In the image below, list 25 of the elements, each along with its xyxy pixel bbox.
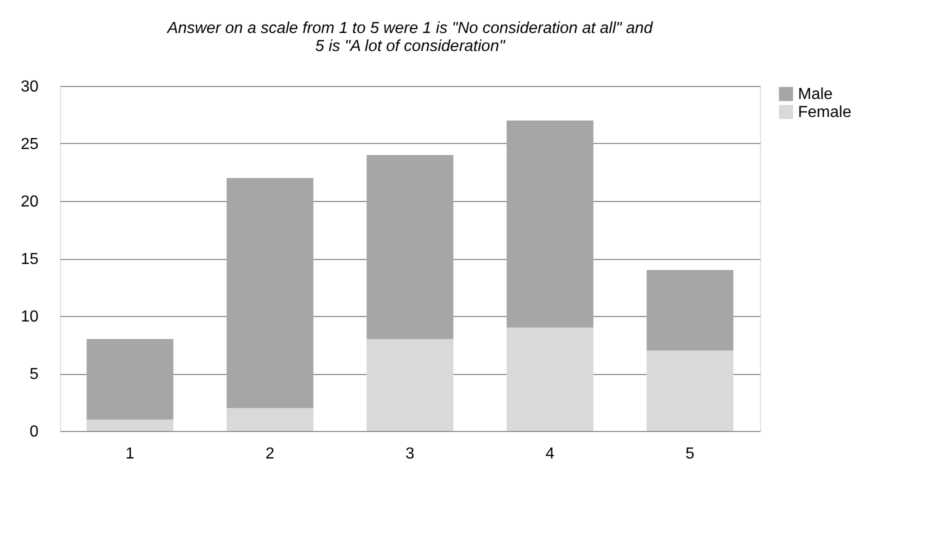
- legend-label: Female: [798, 104, 852, 121]
- bar: [506, 328, 594, 431]
- y-tick-label: 10: [20, 308, 39, 326]
- x-tick-label: 5: [686, 446, 695, 462]
- bar: [226, 408, 314, 431]
- bar: [366, 155, 454, 339]
- bar: [506, 120, 594, 328]
- x-tick-label: 4: [546, 446, 555, 462]
- x-tick-label: 2: [266, 446, 275, 462]
- y-tick-label: 0: [30, 424, 39, 440]
- legend-label: Male: [798, 86, 833, 103]
- x-tick-label: 3: [406, 446, 415, 462]
- y-tick-label: 30: [20, 78, 39, 96]
- y-tick-label: 5: [30, 366, 39, 383]
- bar: [366, 339, 454, 431]
- chart-title: Answer on a scale from 1 to 5 were 1 is "No consideration at all" and 5 is "A lot of consideration": [166, 20, 654, 55]
- bar: [86, 339, 174, 420]
- y-tick-label: 20: [20, 194, 39, 210]
- bar: [646, 270, 734, 350]
- bar: [226, 178, 314, 408]
- x-tick-label: 1: [126, 446, 135, 462]
- bar: [646, 350, 734, 431]
- bar: [86, 420, 174, 431]
- y-tick-label: 25: [20, 136, 39, 153]
- y-tick-label: 15: [20, 251, 39, 268]
